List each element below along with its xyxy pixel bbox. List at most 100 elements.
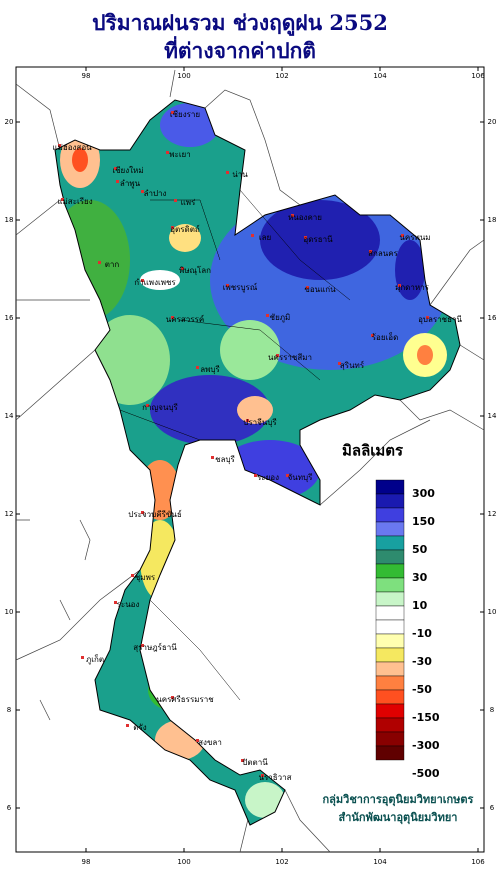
place-label: นราธิวาส — [258, 773, 291, 782]
station-dot — [251, 234, 254, 237]
legend-label: -500 — [412, 767, 440, 780]
legend-swatch — [375, 535, 405, 551]
station-dot — [61, 198, 64, 201]
station-dot — [369, 250, 372, 253]
place-label: ตรัง — [133, 723, 146, 732]
legend-swatch — [375, 563, 405, 579]
place-label: ระยอง — [257, 473, 279, 482]
legend: 300 150 50 30 10 -10 -30 -50 -150 -300 -500 — [375, 479, 440, 780]
station-dot — [181, 267, 184, 270]
credit-line: กลุ่มวิชาการอุตุนิยมวิทยาเกษตร — [323, 793, 474, 807]
station-dot — [141, 644, 144, 647]
station-dot — [116, 180, 119, 183]
legend-swatch — [375, 619, 405, 635]
place-label: เชียงใหม่ — [112, 166, 143, 175]
place-label: ตาก — [105, 260, 120, 269]
station-dot — [211, 456, 214, 459]
place-label: อุตรดิตถ์ — [170, 224, 200, 234]
latitude-label: 18 — [5, 216, 14, 224]
station-dot — [146, 404, 149, 407]
station-dot — [131, 574, 134, 577]
legend-swatch — [375, 479, 405, 495]
latitude-label: 14 — [488, 412, 497, 420]
place-label: ภูเก็ต — [86, 654, 104, 665]
longitude-label: 106 — [471, 72, 485, 80]
longitude-label: 98 — [82, 858, 91, 866]
legend-label: -10 — [412, 627, 432, 640]
legend-swatch — [375, 647, 405, 663]
place-label: ชัยภูมิ — [270, 313, 291, 323]
latitude-label: 10 — [5, 608, 14, 616]
station-dot — [371, 334, 374, 337]
latitude-label: 16 — [5, 314, 14, 322]
place-label: ประจวบคีรีขันธ์ — [128, 509, 182, 519]
place-label: น่าน — [232, 170, 248, 179]
longitude-label: 102 — [275, 72, 288, 80]
latitude-label: 20 — [5, 118, 14, 126]
station-dot — [241, 759, 244, 762]
legend-label: 150 — [412, 515, 435, 528]
place-label: ลำปาง — [144, 189, 167, 198]
place-label: ระนอง — [117, 600, 140, 609]
station-dot — [98, 261, 101, 264]
place-label: ปัตตานี — [242, 758, 268, 767]
station-dot — [171, 111, 174, 114]
latitude-label: 6 — [490, 804, 495, 812]
title-line: ที่ต่างจากค่าปกติ — [164, 35, 316, 63]
station-dot — [171, 696, 174, 699]
place-label: สุรินทร์ — [340, 360, 365, 370]
credit-line: สำนักพัฒนาอุตุนิยมวิทยา — [339, 811, 458, 825]
station-dot — [426, 316, 429, 319]
legend-label: 50 — [412, 543, 428, 556]
legend-swatch — [375, 661, 405, 677]
station-dot — [226, 284, 229, 287]
place-label: กาญจนบุรี — [142, 403, 178, 412]
longitude-label: 100 — [177, 72, 190, 80]
legend-swatch — [375, 745, 405, 761]
place-label: สกลนคร — [368, 249, 398, 258]
latitude-label: 12 — [488, 510, 497, 518]
place-label: นครศรีธรรมราช — [156, 695, 214, 704]
station-dot — [141, 279, 144, 282]
place-label: จันทบุรี — [288, 473, 314, 482]
latitude-label: 16 — [488, 314, 497, 322]
station-dot — [266, 314, 269, 317]
station-dot — [401, 234, 404, 237]
legend-swatch — [375, 493, 405, 509]
place-label: เชียงราย — [170, 110, 200, 119]
place-label: นครพนม — [399, 233, 430, 242]
place-label: ลำพูน — [120, 179, 141, 189]
place-label: พะเยา — [169, 150, 190, 159]
place-label: ชลบุรี — [215, 455, 235, 464]
latitude-label: 10 — [488, 608, 497, 616]
legend-label: -150 — [412, 711, 440, 724]
place-label: แพร่ — [181, 198, 196, 207]
place-label: เลย — [259, 233, 271, 242]
station-dot — [196, 739, 199, 742]
legend-label: 10 — [412, 599, 428, 612]
legend-label: -300 — [412, 739, 440, 752]
place-label: กำแพงเพชร — [134, 278, 176, 287]
station-dot — [81, 656, 84, 659]
station-dot — [114, 601, 117, 604]
station-dot — [171, 226, 174, 229]
station-dot — [114, 167, 117, 170]
neighbor-borders — [15, 69, 485, 853]
latitude-label: 8 — [7, 706, 11, 714]
place-label: ลพบุรี — [200, 365, 220, 374]
station-dot — [174, 199, 177, 202]
station-dot — [141, 190, 144, 193]
longitude-label: 100 — [177, 858, 190, 866]
legend-swatch — [375, 717, 405, 733]
place-label: สงขลา — [198, 738, 222, 747]
place-label: สุราษฎร์ธานี — [133, 642, 177, 652]
station-dot — [246, 419, 249, 422]
legend-swatch — [375, 689, 405, 705]
legend-label: 30 — [412, 571, 428, 584]
latitude-label: 18 — [488, 216, 497, 224]
place-label: มุกดาหาร — [395, 283, 430, 292]
latitude-label: 8 — [490, 706, 494, 714]
station-dot — [254, 474, 257, 477]
legend-swatch — [375, 675, 405, 691]
